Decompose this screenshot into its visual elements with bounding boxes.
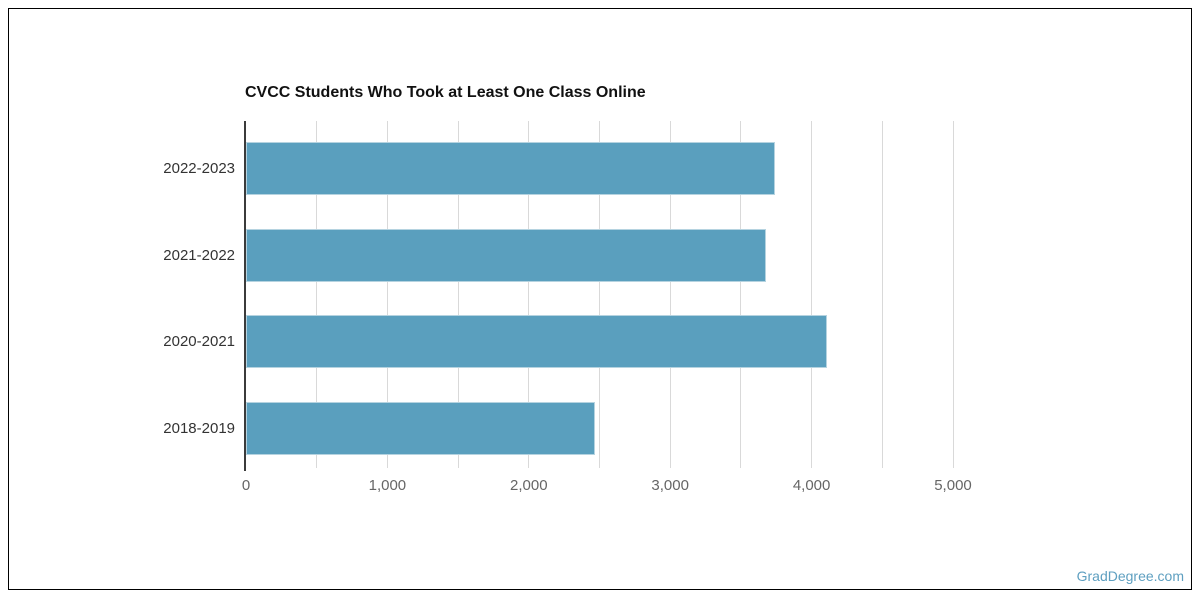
y-axis-label: 2018-2019 (163, 420, 235, 438)
x-axis-tick-label: 1,000 (368, 477, 407, 494)
x-axis-tick-label: 5,000 (934, 477, 972, 494)
bar-2020-2021 (246, 315, 828, 369)
x-gridline (457, 121, 459, 468)
x-gridline (528, 121, 530, 468)
x-gridline (669, 121, 671, 468)
y-axis-label: 2021-2022 (163, 246, 235, 264)
chart-title: CVCC Students Who Took at Least One Clas… (245, 84, 646, 101)
bar-2021-2022 (246, 228, 767, 282)
x-axis-tick-label: 2,000 (510, 477, 548, 494)
watermark-link[interactable]: GradDegree.com (1076, 568, 1184, 584)
x-gridline (881, 121, 883, 468)
y-axis-line (244, 121, 246, 471)
x-gridline (386, 121, 388, 468)
y-axis-label: 2020-2021 (163, 333, 235, 351)
x-gridline (740, 121, 742, 468)
x-gridline (952, 121, 954, 468)
x-axis-tick-label: 3,000 (651, 477, 689, 494)
x-gridline (599, 121, 600, 468)
bar-2018-2019 (246, 402, 596, 456)
x-axis-tick-label: 4,000 (792, 477, 831, 494)
bar-2022-2023 (246, 142, 775, 195)
y-axis-label: 2022-2023 (163, 160, 235, 177)
x-gridline (316, 121, 318, 468)
x-gridline (811, 121, 813, 468)
x-axis-tick-label: 0 (241, 477, 251, 494)
